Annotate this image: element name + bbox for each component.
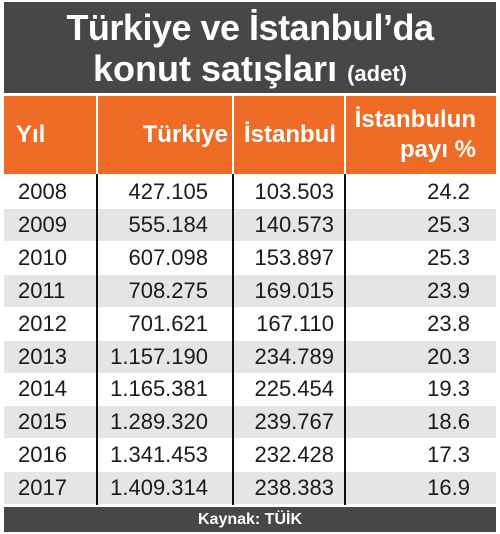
header-share-line1: İstanbulun	[354, 106, 476, 133]
header-divider	[344, 96, 346, 174]
cell-istanbul: 225.454	[254, 376, 334, 402]
cell-share: 24.2	[427, 179, 470, 204]
title-banner: Türkiye ve İstanbul’da konut satışları (…	[4, 2, 496, 93]
cell-year: 2012	[18, 310, 67, 336]
cell-year: 2014	[18, 376, 67, 402]
cell-year: 2009	[18, 211, 67, 237]
header-divider	[96, 96, 98, 174]
table-row: 2009 555.184 140.573 25.3	[4, 208, 496, 241]
cell-turkiye: 1.157.190	[110, 343, 208, 369]
title-line-1: Türkiye ve İstanbul’da	[66, 7, 434, 48]
cell-turkiye: 607.098	[128, 244, 208, 270]
cell-share: 17.3	[427, 442, 470, 468]
table-row: 2013 1.157.190 234.789 20.3	[4, 340, 496, 373]
table-body: 2008 427.105 103.503 24.2 2009 555.184 140.573…	[4, 176, 496, 505]
column-divider	[96, 174, 98, 505]
title-unit: (adet)	[347, 61, 407, 86]
title-line-2: konut satışları (adet)	[4, 49, 496, 94]
cell-istanbul: 238.383	[254, 475, 334, 501]
table-row: 2014 1.165.381 225.454 19.3	[4, 373, 496, 406]
title-main-text: konut satışları	[93, 48, 338, 89]
table-row: 2016 1.341.453 232.428 17.3	[4, 439, 496, 472]
cell-turkiye: 427.105	[128, 179, 208, 204]
table-row: 2010 607.098 153.897 25.3	[4, 241, 496, 274]
cell-share: 16.9	[427, 475, 470, 501]
cell-share: 23.9	[427, 277, 470, 303]
cell-istanbul: 169.015	[254, 277, 334, 303]
cell-istanbul: 232.428	[254, 442, 334, 468]
cell-turkiye: 1.341.453	[110, 442, 208, 468]
cell-istanbul: 140.573	[254, 211, 334, 237]
cell-year: 2016	[18, 442, 67, 468]
source-footer: Kaynak: TÜİK	[4, 507, 496, 532]
cell-istanbul: 234.789	[254, 343, 334, 369]
header-istanbul: İstanbul	[244, 121, 337, 148]
cell-turkiye: 1.165.381	[110, 376, 208, 402]
table-row: 2012 701.621 167.110 23.8	[4, 307, 496, 340]
cell-share: 23.8	[427, 310, 470, 336]
cell-turkiye: 708.275	[128, 277, 208, 303]
table-row: 2017 1.409.314 238.383 16.9	[4, 472, 496, 505]
cell-year: 2013	[18, 343, 67, 369]
cell-share: 18.6	[427, 409, 470, 435]
column-divider	[344, 174, 346, 505]
cell-year: 2015	[18, 409, 67, 435]
cell-year: 2010	[18, 244, 67, 270]
table-header: Yıl Türkiye İstanbul İstanbulun payı %	[4, 96, 496, 174]
header-turkiye: Türkiye	[142, 121, 228, 148]
header-divider	[232, 96, 234, 174]
infographic-table: Türkiye ve İstanbul’da konut satışları (…	[4, 2, 496, 532]
cell-year: 2017	[18, 475, 67, 501]
cell-share: 25.3	[427, 211, 470, 237]
cell-year: 2011	[18, 277, 66, 303]
cell-share: 25.3	[427, 244, 470, 270]
table-row: 2011 708.275 169.015 23.9	[4, 274, 496, 307]
cell-turkiye: 555.184	[128, 211, 208, 237]
cell-turkiye: 701.621	[128, 310, 208, 336]
cell-istanbul: 167.110	[256, 310, 334, 336]
cell-share: 19.3	[427, 376, 470, 402]
cell-istanbul: 103.503	[254, 179, 334, 204]
cell-share: 20.3	[427, 343, 470, 369]
header-year: Yıl	[16, 121, 46, 148]
table-row: 2008 427.105 103.503 24.2	[4, 176, 496, 208]
table-row: 2015 1.289.320 239.767 18.6	[4, 406, 496, 439]
header-share: İstanbulun payı %	[344, 96, 476, 174]
cell-istanbul: 153.897	[254, 244, 334, 270]
cell-turkiye: 1.409.314	[110, 475, 208, 501]
column-divider	[232, 174, 234, 505]
cell-turkiye: 1.289.320	[110, 409, 208, 435]
cell-year: 2008	[18, 179, 67, 204]
cell-istanbul: 239.767	[254, 409, 334, 435]
header-share-line2: payı %	[399, 136, 476, 163]
